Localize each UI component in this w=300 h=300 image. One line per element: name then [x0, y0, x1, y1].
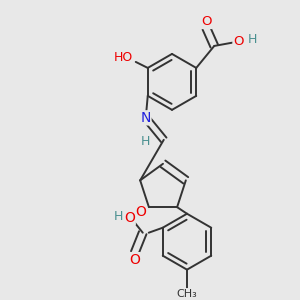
Text: O: O [124, 211, 135, 225]
Text: H: H [141, 135, 150, 148]
Text: H: H [114, 210, 123, 223]
Text: O: O [201, 16, 211, 28]
Text: CH₃: CH₃ [177, 289, 197, 298]
Text: N: N [141, 111, 151, 125]
Text: H: H [248, 33, 257, 46]
Text: O: O [136, 205, 146, 219]
Text: HO: HO [114, 51, 134, 64]
Text: O: O [129, 253, 140, 267]
Text: O: O [233, 35, 244, 48]
